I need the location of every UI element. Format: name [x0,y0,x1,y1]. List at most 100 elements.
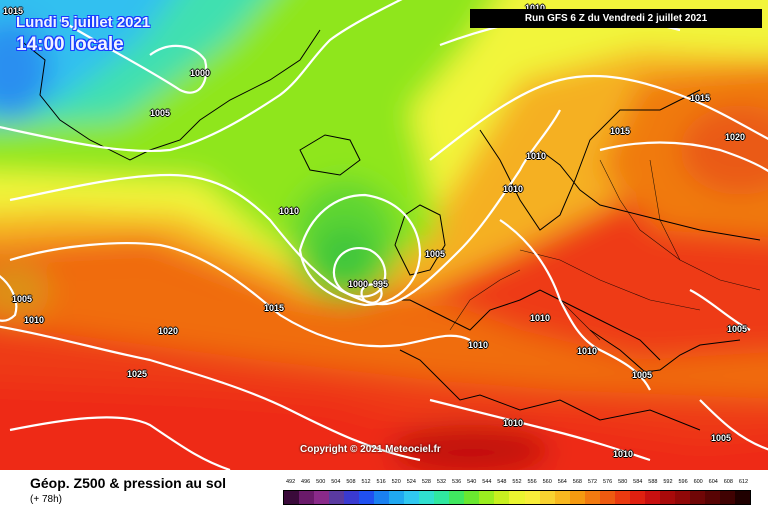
legend-swatch [359,491,375,504]
legend-tick: 520 [391,479,401,485]
legend-tick: 584 [633,479,643,485]
isobar-label: 1015 [3,6,24,16]
legend-swatch [509,491,525,504]
map-svg [0,0,768,470]
isobar-label: 1015 [610,126,631,136]
field-title: Géop. Z500 & pression au sol [30,475,227,491]
legend-tick: 556 [527,479,537,485]
isobar-label: 1000 [348,279,369,289]
legend-tick: 528 [421,479,431,485]
legend-tick-labels: 492 496 500 504 508 512 516 520 524 528 532 536 540 5… [283,479,751,489]
legend-tick: 560 [542,479,552,485]
isobar-label: 1020 [725,132,746,142]
legend-swatch [569,491,585,504]
legend-tick: 576 [602,479,613,485]
legend-swatch [344,491,360,504]
legend-swatch [599,491,615,504]
isobar-label: 1025 [127,369,148,379]
isobar-label: 1005 [711,433,732,443]
isobar-label: 1015 [264,303,285,313]
isobar-label: 1010 [468,340,489,350]
legend-swatch [719,491,735,504]
legend-swatch [329,491,345,504]
isobar-label: 1005 [12,294,33,304]
isobar-label: 1005 [150,108,171,118]
legend-swatch [629,491,645,504]
legend-tick: 580 [618,479,628,485]
legend-tick: 532 [436,479,447,485]
isobar-lines [0,0,768,470]
isobar-label: 1015 [690,93,711,103]
weather-map: 1015 1000 1005 1010 1015 1015 1020 1010 1010 1010… [0,0,768,470]
legend-color-scale [283,490,751,505]
legend-swatch [284,491,300,504]
legend-swatch [554,491,570,504]
legend-tick: 608 [723,479,733,485]
isobar-label: 1010 [577,346,598,356]
isobar-label: 1010 [503,184,524,194]
legend-swatch [419,491,435,504]
legend-tick: 552 [512,479,522,485]
forecast-hour: (+ 78h) [30,494,62,505]
isobar-label: 1010 [613,449,634,459]
forecast-date: Lundi 5 juillet 2021 [16,14,151,31]
isobar-label: 1020 [158,326,179,336]
legend-swatch [674,491,690,504]
run-banner: Run GFS 6 Z du Vendredi 2 juillet 2021 [470,9,762,28]
legend-tick: 568 [572,479,582,485]
legend-swatch [434,491,450,504]
copyright-notice: Copyright © 2021 Meteociel.fr [300,444,441,455]
isobar-label: 1000 [190,68,211,78]
legend-swatch [299,491,315,504]
legend-tick: 524 [406,479,416,485]
legend-swatch [479,491,495,504]
legend-swatch [494,491,510,504]
legend-tick: 612 [738,479,749,485]
legend-tick: 548 [497,479,507,485]
legend-swatch [644,491,660,504]
forecast-time: 14:00 locale [16,34,124,55]
legend-tick: 504 [331,479,341,485]
legend-tick: 492 [285,479,296,485]
legend-swatch [614,491,630,504]
legend-tick: 600 [693,479,703,485]
legend-swatch [314,491,330,504]
isobar-label: 1005 [632,370,653,380]
legend-swatch [389,491,405,504]
isobar-label: 1010 [526,151,547,161]
isobar-label: 1010 [530,313,551,323]
legend-swatch [704,491,720,504]
borders [449,159,761,341]
isobar-label: 1010 [24,315,45,325]
isobar-label: 1005 [425,249,446,259]
isobar-label: 1010 [279,206,300,216]
legend-tick: 496 [301,479,311,485]
legend-tick: 536 [452,479,462,485]
isobar-label: 1005 [727,324,748,334]
legend-tick: 588 [648,479,658,485]
legend-tick: 500 [316,479,326,485]
legend-swatch [689,491,705,504]
legend-tick: 572 [587,479,598,485]
legend-swatch [539,491,555,504]
legend-tick: 512 [361,479,371,485]
legend-swatch [734,491,750,504]
legend-swatch [374,491,390,504]
legend-tick: 596 [678,479,688,485]
legend-swatch [524,491,540,504]
isobar-label: 995 [373,279,389,289]
legend-bar: Géop. Z500 & pression au sol (+ 78h) 492… [0,470,768,512]
legend-tick: 564 [557,479,567,485]
legend-tick: 540 [467,479,477,485]
legend-swatch [584,491,600,504]
legend-tick: 544 [482,479,492,485]
legend-swatch [404,491,420,504]
legend-swatch [659,491,675,504]
legend-tick: 516 [376,479,386,485]
geopotential-field [0,0,768,470]
legend-tick: 592 [663,479,673,485]
legend-swatch [449,491,465,504]
isobar-label: 1010 [525,3,546,13]
legend-swatch [464,491,480,504]
isobar-label: 1010 [503,418,524,428]
